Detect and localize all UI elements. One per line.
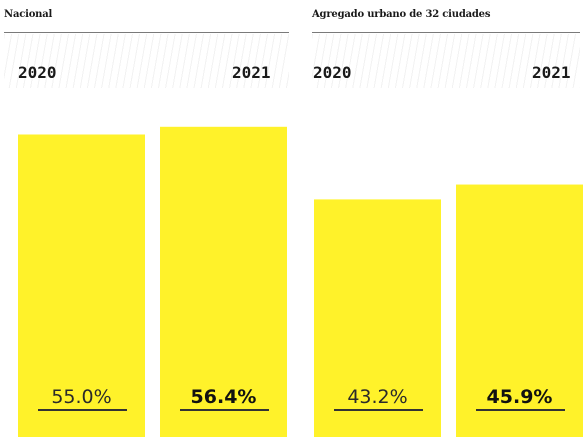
header-hatch-right (312, 34, 580, 88)
bar-urbano-2021 (456, 184, 583, 437)
year-label-nacional-2021: 2021 (232, 63, 271, 82)
value-label-urbano-2020: 43.2% (347, 386, 407, 408)
year-label-urbano-2020: 2020 (313, 63, 352, 82)
value-label-nacional-2021: 56.4% (191, 386, 257, 408)
panel-title-nacional: Nacional (4, 9, 53, 20)
year-label-urbano-2021: 2021 (532, 63, 571, 82)
value-label-nacional-2020: 55.0% (51, 386, 111, 408)
bar-nacional-2021 (160, 126, 287, 437)
bar-nacional-2020 (18, 134, 145, 437)
header-rule-left (4, 32, 289, 33)
panel-title-urbano: Agregado urbano de 32 ciudades (312, 9, 491, 20)
year-label-nacional-2020: 2020 (18, 63, 57, 82)
bar-urbano-2020 (314, 199, 441, 437)
header-hatch-left (4, 34, 289, 88)
value-label-urbano-2021: 45.9% (487, 386, 553, 408)
header-rule-right (312, 32, 580, 33)
